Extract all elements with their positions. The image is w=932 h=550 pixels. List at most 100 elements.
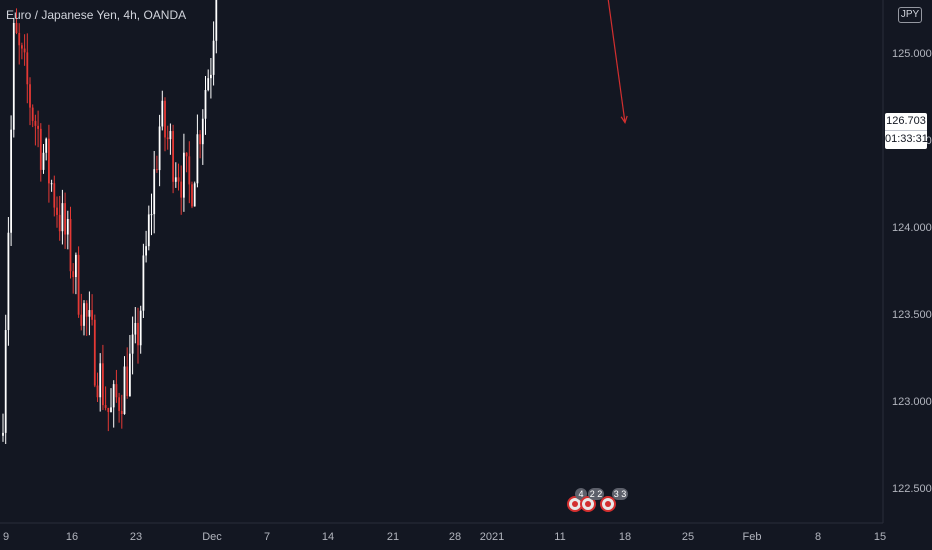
candle-body bbox=[7, 232, 10, 331]
time-axis[interactable]: 9 16 23 Dec 7 14 21 28 2021 11 18 25 Feb 8 15 bbox=[0, 522, 886, 543]
event-marker-group-3[interactable]: 3 3 bbox=[600, 488, 630, 512]
candle-body bbox=[210, 74, 212, 79]
candle bbox=[137, 307, 139, 364]
time-tick-label: 7 bbox=[264, 531, 270, 543]
candle bbox=[134, 307, 137, 344]
candle bbox=[58, 195, 61, 241]
price-tag-divider bbox=[885, 130, 927, 131]
candle bbox=[23, 34, 26, 66]
candle-body bbox=[147, 214, 150, 247]
candle-body bbox=[193, 183, 196, 207]
candle-body bbox=[91, 310, 93, 320]
candle bbox=[196, 114, 199, 188]
candle-body bbox=[83, 303, 85, 326]
candle bbox=[102, 344, 104, 410]
candle bbox=[110, 388, 112, 413]
candle-body bbox=[112, 384, 115, 408]
candle bbox=[161, 90, 164, 131]
candle bbox=[61, 189, 64, 245]
candle-body bbox=[107, 407, 110, 413]
candle-body bbox=[207, 78, 210, 91]
candle-body bbox=[161, 100, 164, 127]
candle bbox=[153, 150, 156, 234]
time-tick-label: 25 bbox=[682, 531, 694, 543]
price-tick-label: 123.500 bbox=[892, 309, 932, 321]
candle bbox=[177, 163, 180, 191]
candle-body bbox=[88, 310, 91, 317]
candle bbox=[80, 293, 83, 331]
candle-body bbox=[215, 0, 218, 41]
time-tick-label: 16 bbox=[66, 531, 78, 543]
price-axis[interactable]: 122.500123.000123.500124.000124.500125.0… bbox=[882, 0, 932, 550]
currency-badge[interactable]: JPY bbox=[898, 7, 922, 23]
candle-body bbox=[96, 385, 99, 398]
price-tick-label: 125.000 bbox=[892, 48, 932, 60]
candle-body bbox=[204, 90, 207, 119]
candle bbox=[185, 152, 188, 173]
candle bbox=[42, 143, 45, 174]
candle-body bbox=[115, 384, 118, 398]
candle bbox=[204, 75, 207, 135]
event-marker-group-2[interactable]: 2 2 bbox=[580, 488, 610, 512]
candle-body bbox=[23, 48, 26, 53]
time-tick-label: 2021 bbox=[480, 531, 504, 543]
candle bbox=[193, 181, 196, 207]
candle bbox=[112, 380, 115, 428]
time-tick-label: 11 bbox=[554, 531, 565, 543]
economic-event-flag-icon[interactable] bbox=[600, 496, 616, 512]
candle-body bbox=[174, 177, 177, 182]
candle-body bbox=[172, 131, 174, 182]
candle bbox=[56, 196, 58, 228]
candle-body bbox=[158, 126, 161, 171]
time-tick-label: 14 bbox=[322, 531, 334, 543]
candle bbox=[93, 314, 96, 388]
candle bbox=[107, 407, 110, 432]
candle bbox=[172, 124, 174, 194]
candle-body bbox=[153, 169, 156, 215]
candle-body bbox=[50, 183, 53, 185]
time-tick-label: Feb bbox=[743, 531, 762, 543]
candle bbox=[145, 230, 147, 263]
candle-body bbox=[26, 52, 29, 85]
candle bbox=[29, 77, 31, 126]
candle bbox=[139, 305, 142, 354]
candle bbox=[83, 300, 85, 336]
candle bbox=[66, 210, 69, 250]
candle bbox=[156, 155, 158, 173]
price-tick-label: 122.500 bbox=[892, 483, 932, 495]
candle-body bbox=[18, 32, 21, 46]
candle-body bbox=[4, 330, 7, 433]
candle-body bbox=[66, 219, 69, 235]
candle-body bbox=[201, 118, 204, 145]
candle bbox=[2, 413, 4, 442]
candle-body bbox=[166, 137, 169, 140]
candle bbox=[88, 291, 91, 336]
candle-body bbox=[118, 397, 120, 411]
candle bbox=[45, 137, 48, 161]
arrow-shaft bbox=[607, 0, 626, 123]
candle bbox=[10, 115, 12, 247]
candle-body bbox=[64, 203, 66, 235]
candle bbox=[142, 243, 145, 319]
candle bbox=[183, 133, 185, 212]
candle-body bbox=[42, 152, 45, 170]
candle-body bbox=[2, 432, 4, 436]
candle-body bbox=[45, 138, 48, 153]
candle-body bbox=[10, 129, 12, 233]
candle bbox=[18, 23, 21, 65]
candle-body bbox=[21, 45, 23, 49]
candle bbox=[188, 141, 191, 204]
candle-body bbox=[131, 334, 134, 354]
candle-body bbox=[80, 314, 83, 326]
candle bbox=[166, 125, 169, 150]
candle bbox=[164, 97, 166, 152]
candle bbox=[120, 394, 123, 429]
candle bbox=[129, 335, 131, 397]
candle bbox=[34, 114, 37, 146]
candle-body bbox=[39, 128, 42, 170]
candle bbox=[15, 8, 18, 35]
time-tick-label: 15 bbox=[874, 531, 886, 543]
candle-body bbox=[85, 303, 88, 317]
time-tick-label: 23 bbox=[130, 531, 142, 543]
